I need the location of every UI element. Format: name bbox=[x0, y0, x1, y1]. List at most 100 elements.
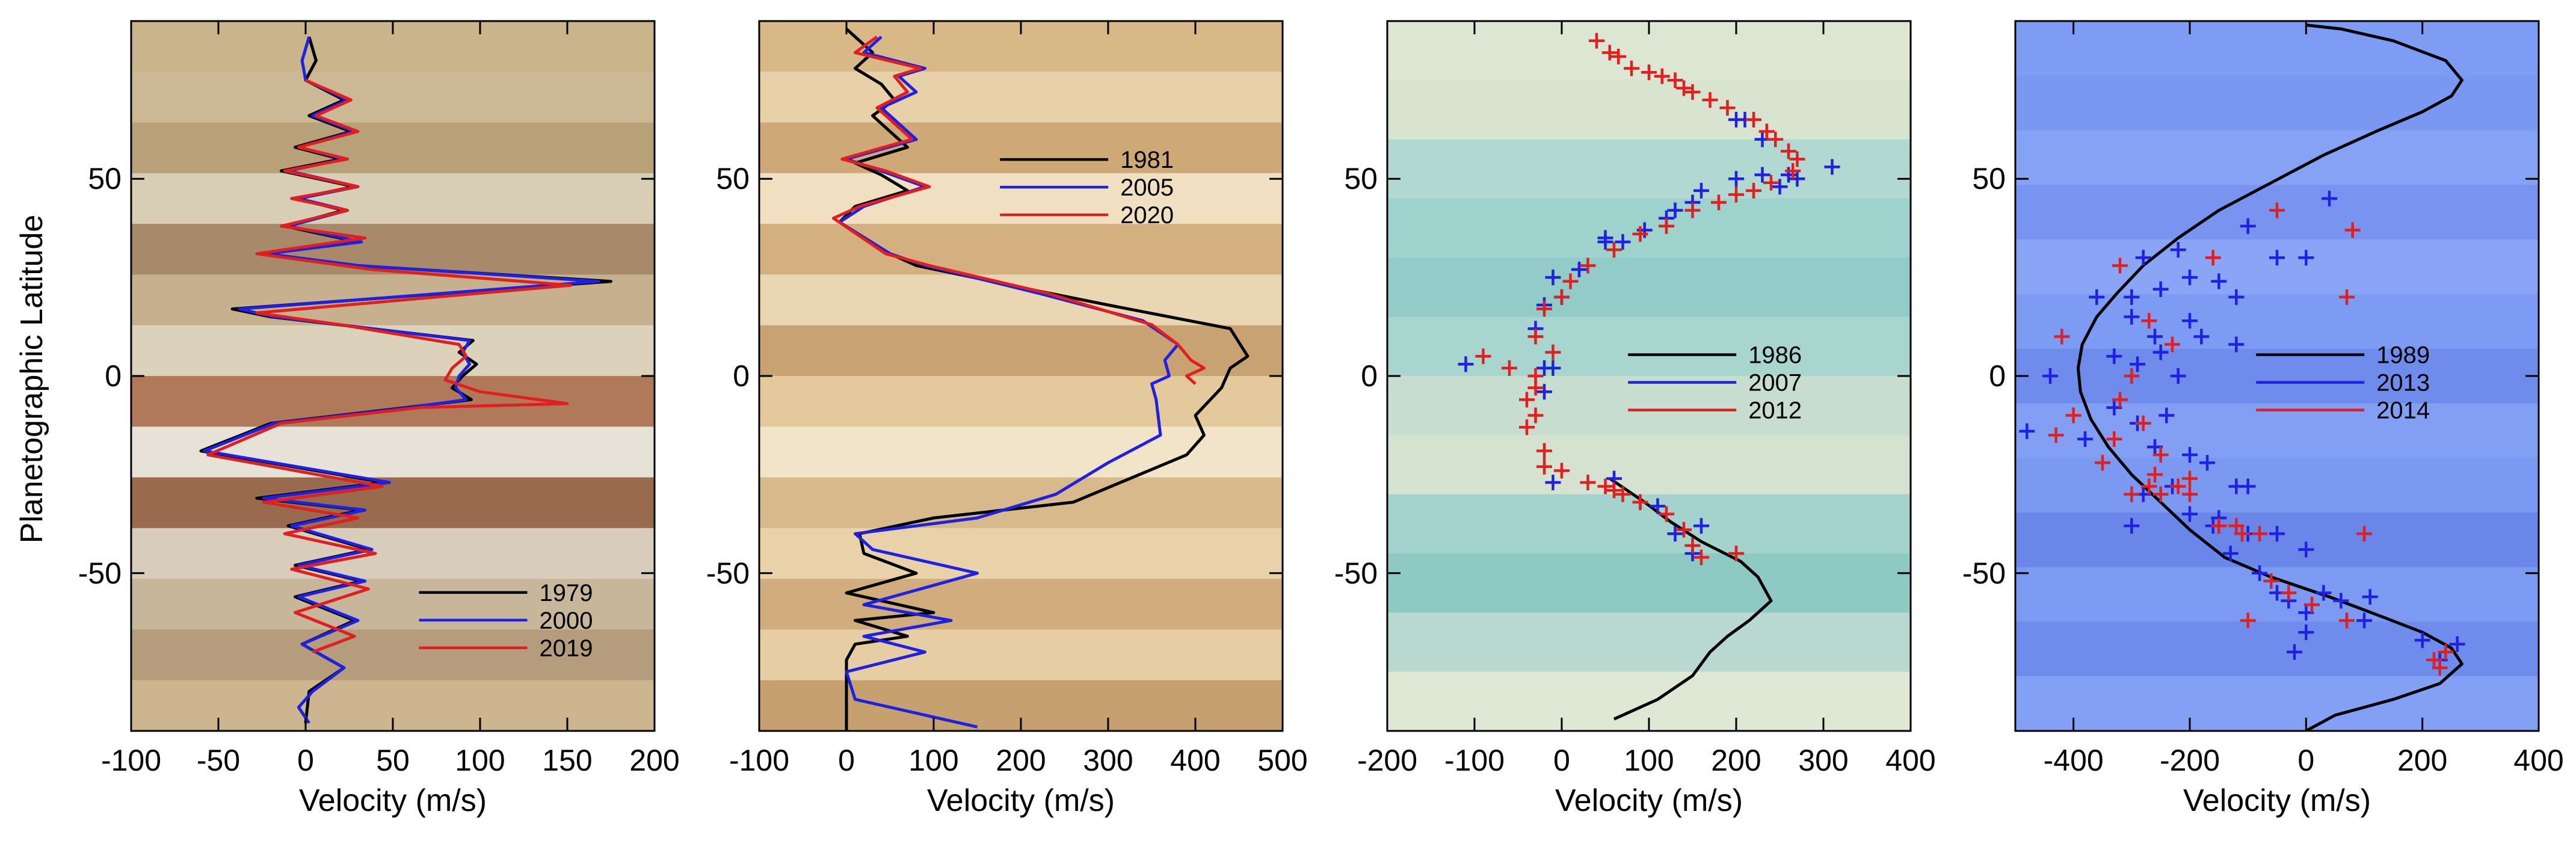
background-band bbox=[2015, 676, 2539, 731]
data-point bbox=[1789, 151, 1805, 167]
x-axis-label: Velocity (m/s) bbox=[1555, 783, 1743, 818]
data-point bbox=[2124, 309, 2140, 325]
x-tick-label: -200 bbox=[2160, 744, 2220, 777]
x-tick-label: -50 bbox=[197, 744, 240, 777]
background-band bbox=[2015, 75, 2539, 131]
data-point bbox=[2152, 344, 2169, 360]
x-tick-label: 200 bbox=[1711, 744, 1761, 777]
x-tick-label: 0 bbox=[1553, 744, 1570, 777]
y-tick-label: -50 bbox=[1962, 556, 2006, 590]
background-band bbox=[131, 528, 655, 580]
background-band bbox=[1387, 553, 1911, 614]
data-point bbox=[2130, 356, 2145, 372]
plot-area bbox=[831, 28, 1249, 731]
data-point bbox=[2234, 526, 2250, 542]
data-point bbox=[1728, 171, 1744, 187]
data-point bbox=[2152, 447, 2169, 463]
data-point bbox=[2042, 368, 2058, 384]
data-point bbox=[1527, 380, 1544, 396]
data-point bbox=[2356, 612, 2372, 629]
series-2019-line bbox=[206, 79, 573, 654]
data-point bbox=[1693, 518, 1709, 534]
x-tick-label: 400 bbox=[2513, 744, 2563, 777]
data-point bbox=[2112, 392, 2128, 408]
legend-label: 2019 bbox=[540, 635, 593, 662]
data-point bbox=[2124, 486, 2140, 502]
data-point bbox=[2158, 407, 2175, 424]
x-tick-label: 100 bbox=[908, 744, 958, 777]
data-point bbox=[1693, 182, 1709, 199]
data-point bbox=[2182, 447, 2198, 463]
data-point bbox=[2263, 573, 2279, 589]
legend-label: 2020 bbox=[1120, 202, 1174, 229]
legend-label: 1979 bbox=[540, 580, 593, 606]
data-point bbox=[2182, 506, 2198, 522]
data-point bbox=[1824, 159, 1840, 175]
data-point bbox=[1597, 478, 1613, 494]
data-point bbox=[1545, 360, 1561, 376]
data-point bbox=[2304, 597, 2320, 613]
data-point bbox=[1641, 64, 1657, 81]
panel-jupiter: -100 -50 0 50 100 150 200 -50 0 50 Velocity (m/s) 1… bbox=[78, 20, 680, 818]
x-axis-label: Velocity (m/s) bbox=[927, 783, 1115, 818]
background-band bbox=[131, 376, 655, 428]
data-point bbox=[1606, 242, 1622, 258]
data-point bbox=[2298, 541, 2314, 558]
data-point bbox=[2019, 423, 2035, 439]
data-point bbox=[2449, 636, 2465, 652]
data-point bbox=[1667, 72, 1683, 88]
data-point bbox=[2135, 250, 2151, 266]
data-point bbox=[1610, 49, 1627, 64]
data-point bbox=[2240, 218, 2256, 234]
data-point bbox=[1580, 257, 1596, 274]
planet-background bbox=[1387, 21, 1911, 731]
data-point bbox=[2089, 289, 2105, 305]
data-point bbox=[2339, 612, 2355, 629]
series-1989-line bbox=[2076, 23, 2464, 731]
data-point bbox=[1502, 360, 1517, 376]
data-point bbox=[2182, 270, 2198, 286]
plot-area bbox=[2019, 23, 2465, 731]
data-point bbox=[1693, 549, 1709, 565]
data-point bbox=[2182, 470, 2198, 487]
data-point bbox=[1684, 537, 1701, 553]
background-band bbox=[2015, 21, 2539, 76]
x-tick-label: -100 bbox=[101, 744, 161, 777]
data-point bbox=[1719, 100, 1736, 116]
data-point bbox=[1781, 143, 1796, 159]
data-point bbox=[2065, 407, 2081, 424]
data-point bbox=[2170, 242, 2186, 258]
background-band bbox=[759, 274, 1283, 326]
x-tick-label: -400 bbox=[2044, 744, 2104, 777]
background-band bbox=[759, 72, 1283, 123]
data-point bbox=[2287, 644, 2302, 660]
x-tick-label: 100 bbox=[1624, 744, 1674, 777]
x-tick-label: -100 bbox=[1444, 744, 1505, 777]
series-2020-line bbox=[831, 35, 1206, 385]
series-1981-line bbox=[837, 28, 1249, 731]
x-tick-label: 0 bbox=[297, 744, 314, 777]
data-point bbox=[1746, 182, 1761, 199]
legend-label: 1986 bbox=[1748, 342, 1802, 369]
y-tick-label: 0 bbox=[1989, 359, 2006, 393]
background-band bbox=[131, 173, 655, 225]
background-band bbox=[1387, 435, 1911, 495]
data-point bbox=[2281, 585, 2297, 601]
data-point bbox=[1789, 171, 1805, 187]
data-point bbox=[1684, 202, 1701, 218]
data-point bbox=[2211, 273, 2227, 289]
plot-area bbox=[199, 36, 612, 724]
data-point bbox=[1606, 482, 1622, 499]
background-band bbox=[131, 72, 655, 123]
data-point bbox=[2344, 222, 2361, 238]
x-tick-label: 400 bbox=[1170, 744, 1220, 777]
x-tick-label: 200 bbox=[996, 744, 1046, 777]
data-point bbox=[2147, 439, 2163, 455]
panel-uranus: -200 -100 0 100 200 300 400 -50 0 50 Velocity (m/s… bbox=[1334, 20, 1936, 818]
series-2007-points bbox=[1458, 111, 1840, 561]
data-point bbox=[1527, 407, 1544, 424]
data-point bbox=[2054, 328, 2070, 345]
y-axis-label: Planetographic Latitude bbox=[14, 215, 49, 543]
